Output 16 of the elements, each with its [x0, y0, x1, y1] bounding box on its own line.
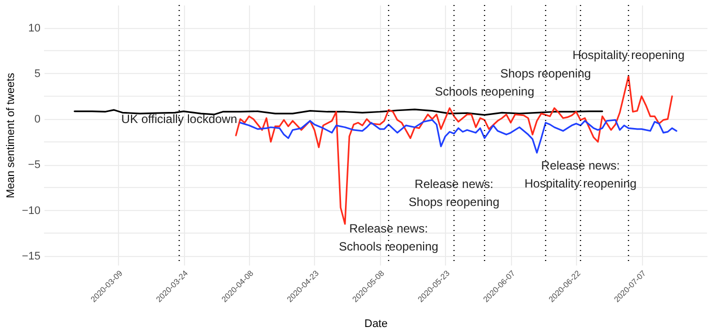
annotation: Release news: Schools reopening	[338, 222, 438, 254]
line-series	[239, 119, 678, 154]
y-tick-label: −5	[28, 159, 40, 172]
x-axis-title: Date	[364, 318, 388, 330]
annotation: Shops reopening	[500, 66, 591, 80]
annotation: Release news: Hospitality reopening	[524, 158, 637, 191]
y-tick-label: −10	[22, 204, 40, 217]
y-tick-label: 10	[28, 22, 40, 34]
annotation: Release news: Shops reopening	[408, 176, 500, 209]
annotation: UK officially lockdown	[121, 112, 238, 126]
y-tick-label: −15	[22, 250, 40, 262]
y-tick-label: 5	[34, 68, 40, 80]
y-axis-title: Mean sentiment of tweets	[4, 72, 17, 198]
annotation: Hospitality reopening	[572, 48, 685, 62]
annotation: Schools reopening	[434, 84, 534, 99]
y-tick-label: 0	[34, 114, 40, 126]
